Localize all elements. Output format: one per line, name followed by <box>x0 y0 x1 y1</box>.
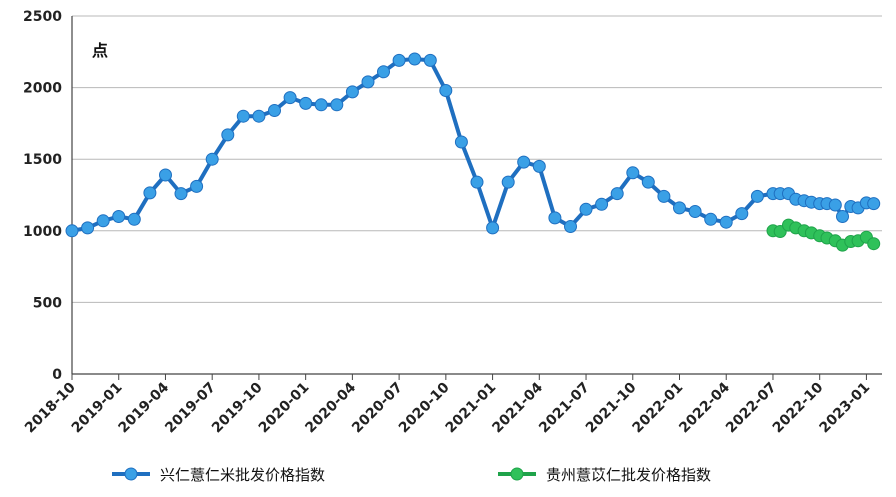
series-0-point-42 <box>719 215 733 229</box>
series-0-point-53 <box>828 198 842 212</box>
legend-marker-1 <box>510 467 524 481</box>
series-0-point-54 <box>836 210 849 223</box>
y-tick-label-1: 500 <box>33 295 62 311</box>
series-0-point-23 <box>423 53 437 67</box>
legend-marker-0 <box>124 467 138 481</box>
series-0-point-10 <box>221 128 235 142</box>
series-0-point-17 <box>330 98 344 112</box>
series-0-point-4 <box>127 212 141 226</box>
series-0-point-9 <box>205 152 219 166</box>
series-0-point-37 <box>641 175 655 189</box>
series-0-point-0 <box>65 224 79 238</box>
legend: 兴仁薏仁米批发价格指数 贵州薏苡仁批发价格指数 <box>112 466 711 484</box>
y-tick-label-2: 1000 <box>23 224 62 240</box>
series-0-point-19 <box>361 75 375 89</box>
series-0-point-21 <box>392 53 406 67</box>
series-0-point-40 <box>688 205 702 218</box>
y-tick-label-4: 2000 <box>23 81 62 97</box>
gridlines <box>72 15 882 303</box>
series-0-point-13 <box>268 104 281 117</box>
legend-item-0: 兴仁薏仁米批发价格指数 <box>112 466 325 484</box>
series-1-point-13 <box>867 237 881 251</box>
y-tick-label-3: 1500 <box>23 152 62 168</box>
series-0-point-1 <box>81 221 95 235</box>
series-0-point-33 <box>579 202 593 216</box>
series-0-point-3 <box>112 210 126 223</box>
series-0 <box>65 52 881 238</box>
series-0-point-44 <box>750 189 764 203</box>
series-0-point-41 <box>704 212 718 226</box>
series-0-point-30 <box>532 159 546 173</box>
y-tick-labels: 0 500 1000 1500 2000 2500 <box>23 9 62 383</box>
series-line-0 <box>70 57 876 233</box>
series-0-point-32 <box>564 220 577 233</box>
legend-label-0: 兴仁薏仁米批发价格指数 <box>160 466 325 484</box>
series-0-point-2 <box>96 214 110 228</box>
axes <box>71 16 882 380</box>
series-0-point-29 <box>517 155 531 169</box>
series-0-point-20 <box>377 65 390 79</box>
series-0-point-12 <box>252 109 266 123</box>
series-0-point-8 <box>190 179 204 193</box>
y-tick-label-5: 2500 <box>23 9 62 25</box>
series-0-point-38 <box>657 189 671 203</box>
series-0-point-22 <box>408 52 422 66</box>
series-0-point-16 <box>314 98 328 112</box>
series-0-point-15 <box>299 96 313 110</box>
series-0-point-24 <box>439 84 453 97</box>
series-0-point-14 <box>283 91 297 105</box>
series-0-point-7 <box>174 187 188 201</box>
series-0-point-31 <box>548 211 562 225</box>
series-0-point-11 <box>236 109 250 123</box>
series-0-point-39 <box>673 201 686 215</box>
series-group <box>65 52 881 252</box>
x-tick-label-17: 2023-01 <box>816 380 873 437</box>
series-0-point-28 <box>501 175 515 189</box>
y-tick-label-0: 0 <box>52 367 62 383</box>
series-1 <box>766 218 881 252</box>
series-0-point-26 <box>470 175 484 189</box>
series-0-point-34 <box>595 197 609 211</box>
series-0-point-27 <box>486 221 500 235</box>
series-0-point-5 <box>143 186 157 200</box>
legend-label-1: 贵州薏苡仁批发价格指数 <box>546 466 711 484</box>
series-0-point-18 <box>345 85 359 99</box>
series-0-point-58 <box>867 197 881 211</box>
series-0-point-36 <box>626 166 640 180</box>
series-0-point-43 <box>735 207 749 221</box>
y-axis-label: 点 <box>92 41 108 60</box>
series-0-point-25 <box>454 135 468 149</box>
x-tick-labels: 2018-102019-012019-042019-072019-102020-… <box>22 379 873 436</box>
series-0-point-6 <box>159 168 172 182</box>
legend-item-1: 贵州薏苡仁批发价格指数 <box>498 466 711 484</box>
series-0-point-35 <box>610 187 624 201</box>
